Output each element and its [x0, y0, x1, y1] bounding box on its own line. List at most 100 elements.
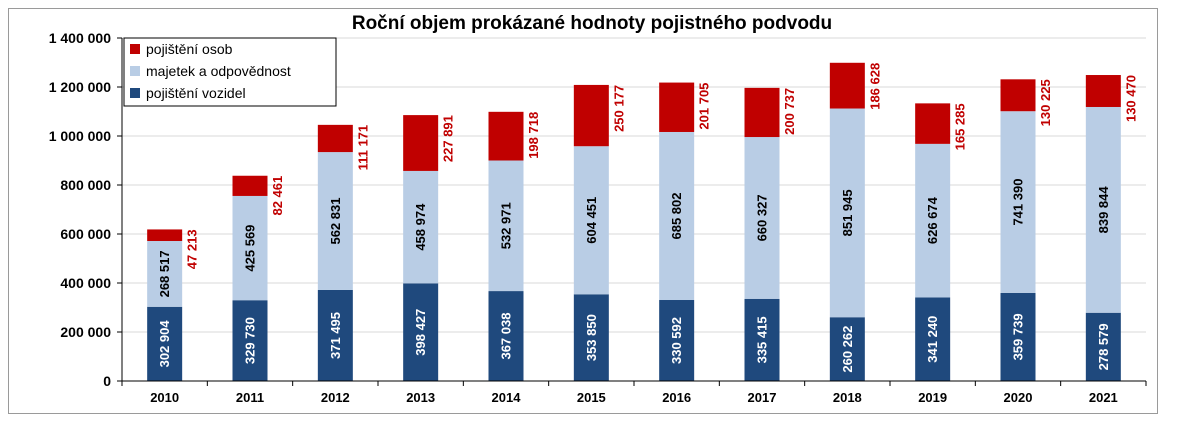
bar-segment: [829, 62, 865, 109]
bar-segment: [317, 289, 353, 381]
bars: [147, 62, 1121, 381]
bar-segment: [659, 300, 695, 381]
data-label: 425 569: [243, 225, 258, 272]
data-labels: 302 904 268 517 47 213 329 730 425 569 82 461…: [157, 63, 1138, 373]
data-label: 741 390: [1011, 179, 1026, 226]
bar-segment: [915, 297, 951, 381]
legend-box: [123, 37, 337, 107]
data-label: 532 971: [499, 202, 514, 249]
y-tick-label: 400 000: [60, 275, 111, 291]
legend-swatch: [130, 66, 140, 76]
y-tick-label: 0: [103, 373, 111, 389]
bar-segment: [488, 111, 524, 161]
bar-segment: [573, 146, 609, 295]
legend-swatch: [130, 44, 140, 54]
bar-segment: [744, 87, 780, 138]
bar-segment: [1085, 75, 1121, 107]
y-tick-label: 200 000: [60, 324, 111, 340]
x-tick-label: 2019: [918, 390, 947, 405]
data-label: 353 850: [584, 314, 599, 361]
data-label: 626 674: [925, 196, 940, 244]
bar-segment: [232, 300, 268, 381]
y-tick-label: 800 000: [60, 177, 111, 193]
legend-label: majetek a odpovědnost: [146, 63, 291, 79]
data-label: 359 739: [1011, 313, 1026, 360]
data-label: 111 171: [355, 125, 370, 171]
bar-segment: [403, 115, 439, 171]
bar-segment: [488, 160, 524, 292]
data-label: 268 517: [157, 250, 172, 297]
data-label: 198 718: [526, 112, 541, 159]
data-label: 839 844: [1096, 186, 1111, 234]
y-tick-label: 1 000 000: [49, 128, 111, 144]
data-label: 260 262: [840, 326, 855, 373]
bar-segment: [317, 124, 353, 153]
x-tick-label: 2020: [1004, 390, 1033, 405]
data-label: 201 705: [697, 83, 712, 130]
bar-segment: [147, 229, 183, 242]
data-label: 250 177: [611, 85, 626, 132]
bar-segment: [317, 152, 353, 290]
bar-segment: [232, 195, 268, 301]
data-label: 341 240: [925, 316, 940, 363]
x-axis: 2010 2011 2012 2013 2014 2015 2016 2017 2018 2019…: [121, 380, 1147, 405]
bar-segment: [403, 170, 439, 284]
bar-segment: [915, 103, 951, 144]
y-tick-label: 1 400 000: [49, 30, 111, 46]
x-tick-label: 2016: [662, 390, 691, 405]
bar-segment: [744, 137, 780, 299]
data-label: 186 628: [867, 63, 882, 110]
data-label: 604 451: [584, 197, 599, 244]
bar-segment: [403, 283, 439, 381]
y-tick-label: 1 200 000: [49, 79, 111, 95]
bar-segment: [1000, 292, 1036, 381]
bar-segment: [573, 84, 609, 147]
bar-segment: [829, 317, 865, 381]
x-tick-label: 2011: [236, 390, 264, 405]
y-tick-label: 600 000: [60, 226, 111, 242]
bar-segment: [147, 306, 183, 381]
legend: pojištění osob majetek a odpovědnost pojiš…: [123, 37, 337, 107]
legend-label: pojištění vozidel: [146, 85, 246, 101]
x-tick-label: 2010: [150, 390, 179, 405]
bar-segment: [573, 294, 609, 381]
x-tick-label: 2021: [1089, 390, 1118, 405]
data-label: 302 904: [157, 320, 172, 368]
bar-segment: [659, 131, 695, 301]
data-label: 130 225: [1038, 79, 1053, 126]
bar-segment: [1000, 111, 1036, 293]
data-label: 335 415: [755, 316, 770, 363]
data-label: 660 327: [755, 194, 770, 241]
data-label: 329 730: [243, 317, 258, 364]
data-label: 130 470: [1123, 75, 1138, 122]
data-label: 278 579: [1096, 323, 1111, 370]
bar-segment: [829, 108, 865, 318]
data-label: 371 495: [328, 312, 343, 359]
data-label: 330 592: [669, 317, 684, 364]
data-label: 685 802: [669, 192, 684, 239]
bar-segment: [1085, 106, 1121, 313]
x-tick-label: 2018: [833, 390, 862, 405]
x-tick-label: 2014: [492, 390, 522, 405]
bar-segment: [488, 291, 524, 381]
data-label: 367 038: [499, 313, 514, 360]
bar-segment: [659, 82, 695, 132]
data-label: 562 831: [328, 198, 343, 245]
chart-frame: [8, 8, 1158, 414]
data-label: 165 285: [953, 103, 968, 150]
x-tick-label: 2015: [577, 390, 606, 405]
data-label: 227 891: [441, 115, 456, 162]
data-label: 398 427: [413, 309, 428, 356]
bar-segment: [1000, 79, 1036, 112]
chart-title: Roční objem prokázané hodnoty pojistného…: [352, 13, 832, 34]
data-label: 200 737: [782, 88, 797, 135]
x-tick-label: 2013: [406, 390, 435, 405]
bar-segment: [1085, 312, 1121, 381]
bar-segment: [915, 143, 951, 298]
y-axis: 0 200 000 400 000 600 000 800 000 1 000 000 1 …: [49, 30, 123, 389]
bar-segment: [147, 241, 183, 307]
data-label: 47 213: [185, 229, 200, 269]
bar-segment: [232, 175, 268, 196]
data-label: 851 945: [840, 189, 855, 236]
